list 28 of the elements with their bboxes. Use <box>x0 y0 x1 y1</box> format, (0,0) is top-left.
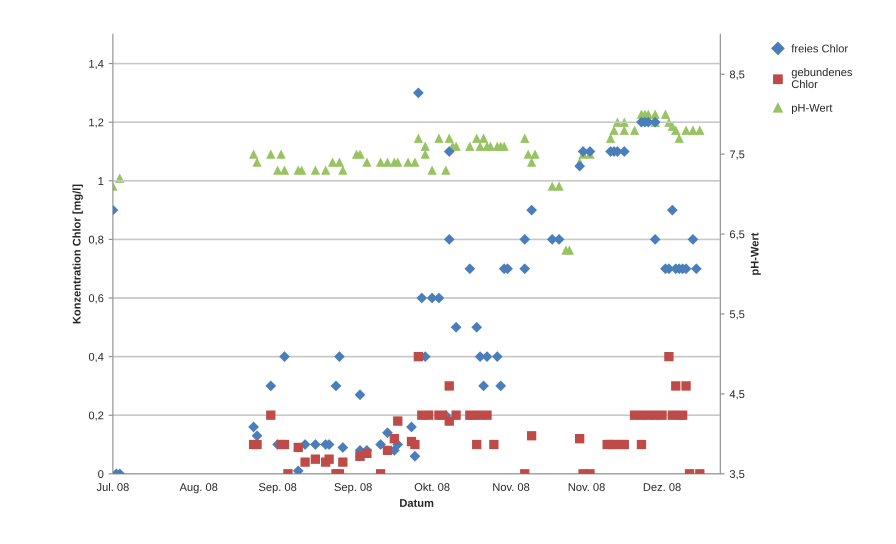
y2-tick-label: 8,5 <box>730 70 744 80</box>
y2-tick-label: 5,5 <box>730 310 744 320</box>
y-tick-label: 1,2 <box>89 118 104 128</box>
y-tick-label: 0,6 <box>88 294 104 304</box>
y-tick-label: 0,8 <box>88 236 104 245</box>
legend-label: freies Chlor <box>791 44 848 52</box>
y-axis-title: Konzentration Chlor [mg/l] <box>72 184 83 324</box>
y-tick-label: 0,4 <box>88 352 104 362</box>
x-tick-label: Nov. 08 <box>493 483 530 492</box>
y2-tick-label: 6,5 <box>730 230 744 240</box>
y-tick-label: 0 <box>98 470 104 478</box>
y2-tick-label: 7,5 <box>730 150 744 160</box>
x-tick-label: Sep. 08 <box>258 483 296 494</box>
x-tick-label: Okt. 08 <box>414 482 450 492</box>
x-tick-label: Jul. 08 <box>96 482 129 492</box>
legend-label: gebundenes Chlor <box>792 68 852 88</box>
x-tick-label: Nov. 08 <box>568 483 605 492</box>
y2-tick-label: 4,5 <box>730 390 744 400</box>
x-tick-label: Sep. 08 <box>334 483 372 494</box>
x-tick-label: Aug. 08 <box>180 483 218 494</box>
legend-label: pH-Wert <box>792 104 832 114</box>
x-axis-title: Datum <box>400 499 434 507</box>
y-tick-label: 0,2 <box>88 411 104 421</box>
y-tick-label: 1 <box>98 177 104 185</box>
y-tick-label: 1,4 <box>89 60 104 70</box>
y2-axis-title: pH-Wert <box>750 232 761 275</box>
y2-tick-label: 3,5 <box>730 470 744 480</box>
x-tick-label: Dez. 08 <box>644 483 681 492</box>
